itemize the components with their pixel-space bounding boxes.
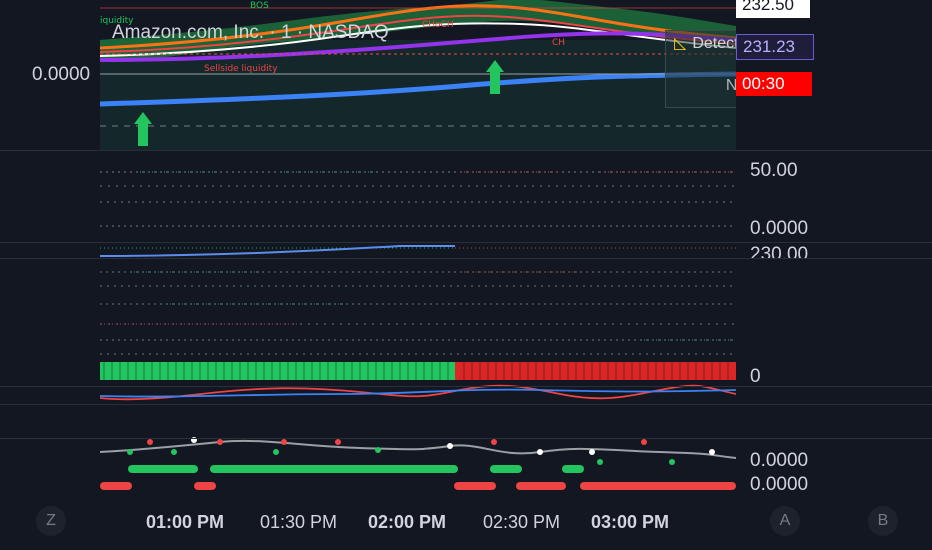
indicator-axis-zero-d: 0.0000	[750, 474, 809, 495]
histogram-stripes	[103, 362, 729, 380]
indicator-axis-230: 230.00	[750, 244, 809, 258]
chart-canvas[interactable]	[100, 0, 736, 510]
countdown-tag: 00:30	[736, 72, 812, 96]
pane-separator[interactable]	[0, 150, 932, 151]
left-axis-value: 0.0000	[32, 64, 91, 85]
pane-separator[interactable]	[0, 258, 932, 259]
time-label: 01:00 PM	[146, 512, 225, 532]
top-price-tag: 232.50	[736, 0, 810, 18]
state-bars	[100, 465, 736, 490]
choch-label-partial: CH	[552, 38, 566, 48]
chart-area[interactable]: iquidity BOS CHoCH CH Sellside liquidity…	[100, 0, 736, 510]
oscillator-blue	[100, 388, 736, 398]
current-price-tag: 231.23	[736, 34, 814, 60]
indicator-axis-50: 50.00	[750, 160, 798, 181]
detected-pattern-value: None	[725, 77, 736, 94]
buy-arrow-icon	[486, 60, 504, 94]
pane-separator[interactable]	[0, 404, 932, 405]
indicator-axis-zero-c: 0.0000	[750, 450, 809, 471]
pane-separator[interactable]	[0, 386, 932, 387]
time-label: 02:30 PM	[483, 512, 561, 532]
bottom-markers	[127, 437, 715, 465]
triangle-ruler-icon: ◺	[674, 35, 687, 52]
pane2-dots	[100, 171, 736, 249]
price-line-red	[100, 14, 736, 53]
auto-scale-button[interactable]: A	[770, 506, 800, 536]
indicator-axis-zero-a: 0.0000	[750, 218, 809, 239]
histogram-bear	[455, 362, 736, 380]
bottom-line	[100, 439, 736, 459]
time-label: 03:00 PM	[591, 512, 670, 532]
pane2-blue-line	[100, 245, 455, 257]
left-axis: 0.0000	[0, 0, 100, 510]
liquidity-label: iquidity	[100, 16, 134, 26]
pane-separator[interactable]	[0, 438, 932, 439]
detected-pattern-title: ◺ Detected Pattern	[666, 33, 736, 59]
pane-separator[interactable]	[0, 242, 932, 243]
ma-purple	[100, 31, 736, 62]
choch-label: CHoCH	[422, 20, 454, 30]
buy-arrow-icon	[134, 112, 152, 146]
histogram-bull	[100, 362, 455, 380]
time-label: 01:30 PM	[260, 512, 338, 532]
bos-label: BOS	[250, 1, 269, 11]
sellside-liquidity-label: Sellside liquidity	[204, 64, 278, 74]
zoom-button[interactable]: Z	[36, 506, 66, 536]
log-scale-button[interactable]: B	[868, 506, 898, 536]
indicator-axis-zero-b: 0	[750, 366, 761, 387]
pane3-dots	[100, 271, 736, 355]
detected-pattern-panel: ◺ Detected Pattern None	[665, 30, 736, 108]
symbol-title[interactable]: Amazon.com, Inc. · 1 · NASDAQ	[112, 22, 389, 43]
ma-blue	[100, 71, 736, 107]
time-label: 02:00 PM	[368, 512, 447, 532]
detected-pattern-label: Detected Pattern	[692, 35, 736, 52]
